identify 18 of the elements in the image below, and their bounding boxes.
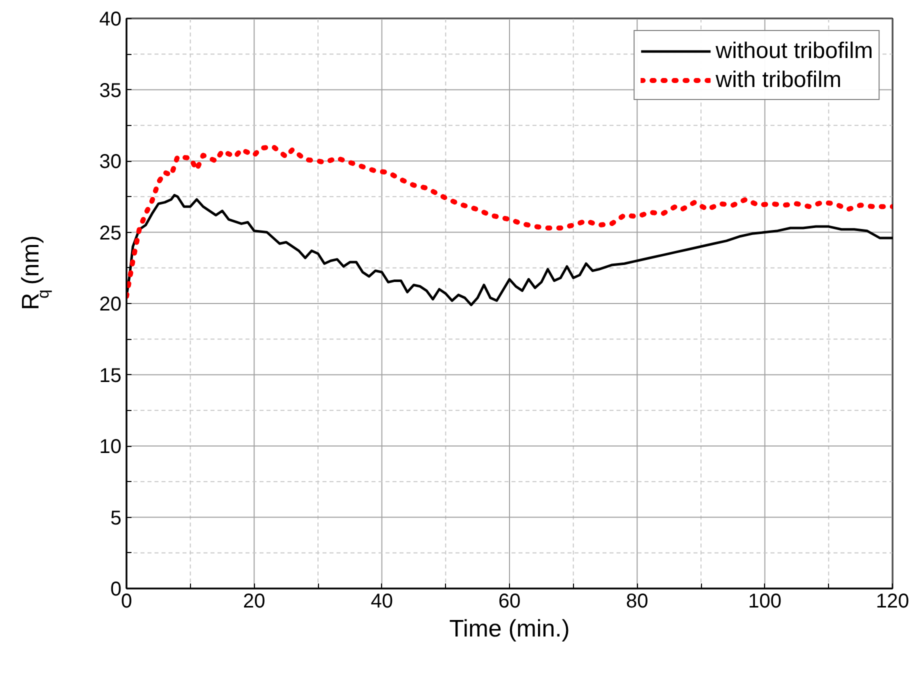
y-tick-label: 10 — [99, 436, 122, 458]
y-tick-label: 15 — [99, 364, 122, 387]
y-tick-label: 5 — [110, 507, 122, 530]
y-tick-label: 35 — [99, 80, 122, 102]
legend-label: with tribofilm — [716, 66, 842, 93]
x-tick-label: 80 — [626, 590, 648, 612]
y-tick-label: 25 — [99, 222, 122, 244]
x-tick-label: 100 — [748, 590, 782, 612]
legend-label: without tribofilm — [716, 37, 873, 64]
x-tick-label: 60 — [498, 590, 521, 612]
x-tick-label: 40 — [370, 590, 393, 612]
y-tick-label: 40 — [99, 8, 122, 30]
x-axis-title: Time (min.) — [449, 616, 570, 642]
y-axis-title: Rq (nm) — [18, 235, 52, 310]
x-tick-label: 120 — [876, 590, 910, 612]
y-tick-label: 20 — [99, 294, 122, 316]
x-tick-label: 20 — [243, 590, 266, 612]
y-tick-label: 30 — [99, 151, 122, 173]
